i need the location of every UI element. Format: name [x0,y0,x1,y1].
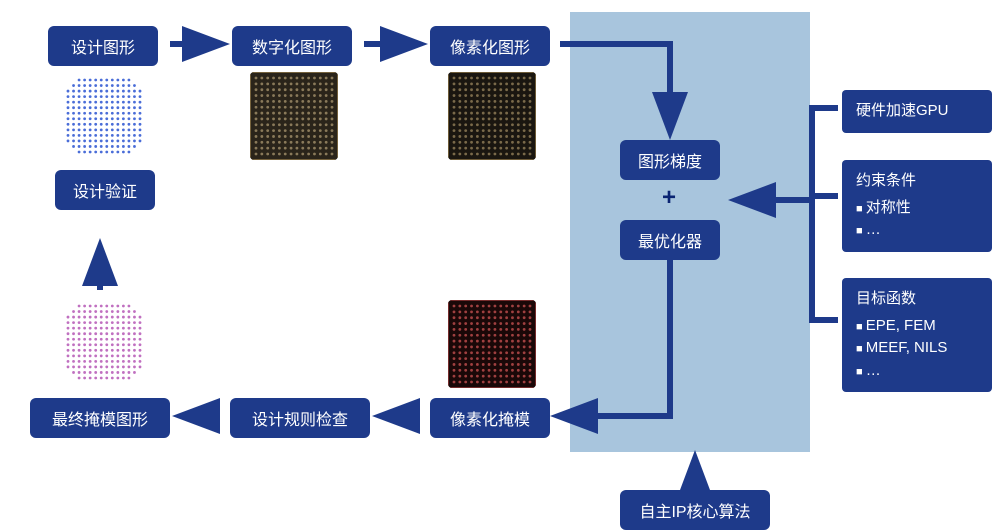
node-drc: 设计规则检查 [230,398,370,438]
panel-objective-title: 目标函数 [856,288,978,311]
list-item: EPE, FEM [856,315,978,338]
panel-constraints-list: 对称性 … [856,197,978,242]
node-finalmask: 最终掩模图形 [30,398,170,438]
thumb-pixelize [448,72,536,160]
node-design: 设计图形 [48,26,158,66]
node-ipcore: 自主IP核心算法 [620,490,770,530]
thumb-pixmask [448,300,536,388]
node-gradient: 图形梯度 [620,140,720,180]
node-pixelize: 像素化图形 [430,26,550,66]
list-item: … [856,360,978,383]
list-item: … [856,219,978,242]
panel-gpu-title: 硬件加速GPU [856,100,978,123]
node-digitize: 数字化图形 [232,26,352,66]
panel-constraints-title: 约束条件 [856,170,978,193]
bracket-bot [812,200,838,320]
thumb-design [62,74,146,158]
plus-icon: + [662,184,676,212]
panel-constraints: 约束条件 对称性 … [842,160,992,252]
list-item: 对称性 [856,197,978,220]
node-verify: 设计验证 [55,170,155,210]
panel-objective: 目标函数 EPE, FEM MEEF, NILS … [842,278,992,392]
thumb-finalmask [62,300,146,384]
thumb-digitize [250,72,338,160]
node-pixmask: 像素化掩模 [430,398,550,438]
panel-objective-list: EPE, FEM MEEF, NILS … [856,315,978,383]
node-optimizer: 最优化器 [620,220,720,260]
panel-gpu: 硬件加速GPU [842,90,992,133]
list-item: MEEF, NILS [856,337,978,360]
